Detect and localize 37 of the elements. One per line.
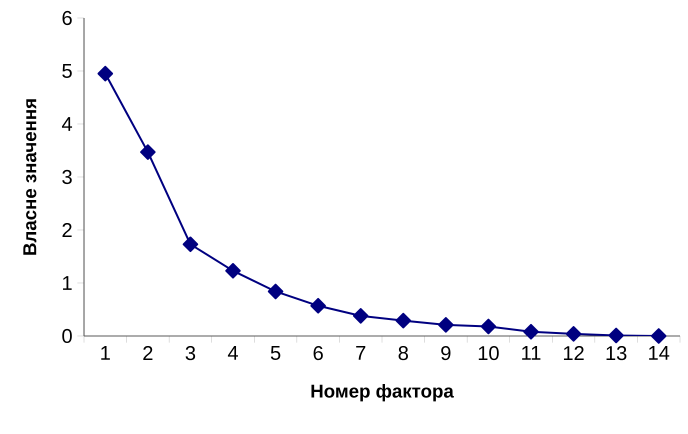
y-tick-label: 4 xyxy=(62,117,72,131)
point xyxy=(396,312,412,328)
x-tick-label: 13 xyxy=(606,346,626,360)
x-tick-label: 5 xyxy=(270,346,280,360)
point xyxy=(523,324,539,340)
x-tick-label: 10 xyxy=(478,346,499,360)
y-tick-label: 5 xyxy=(62,64,72,78)
y-axis-title: Власне значення xyxy=(23,99,36,255)
x-tick-label: 4 xyxy=(228,346,238,360)
point xyxy=(310,298,326,314)
y-tick-label: 2 xyxy=(62,223,72,237)
point xyxy=(352,308,369,324)
x-tick-label: 8 xyxy=(398,346,408,360)
point xyxy=(140,144,156,160)
point xyxy=(480,318,496,334)
x-tick-label: 11 xyxy=(522,346,540,360)
x-tick-label: 6 xyxy=(314,346,323,360)
x-tick-label: 2 xyxy=(143,346,152,360)
point xyxy=(182,236,198,252)
point xyxy=(650,328,667,344)
point xyxy=(438,317,454,333)
x-tick-label: 1 xyxy=(101,346,110,360)
x-tick-label: 12 xyxy=(564,346,584,360)
point xyxy=(608,328,624,344)
y-tick-label: 3 xyxy=(62,170,72,184)
point xyxy=(98,66,114,82)
x-tick-label: 14 xyxy=(649,346,670,360)
y-tick-label: 1 xyxy=(63,276,72,290)
x-tick-label: 3 xyxy=(186,346,196,360)
y-tick-label: 0 xyxy=(62,328,72,344)
x-tick-label: 7 xyxy=(356,346,366,360)
x-axis-title: Номер фактора xyxy=(311,384,454,402)
point xyxy=(566,326,582,342)
point xyxy=(225,263,241,279)
x-tick-label: 9 xyxy=(441,346,450,360)
y-tick-label: 6 xyxy=(62,10,72,26)
point xyxy=(268,284,284,300)
